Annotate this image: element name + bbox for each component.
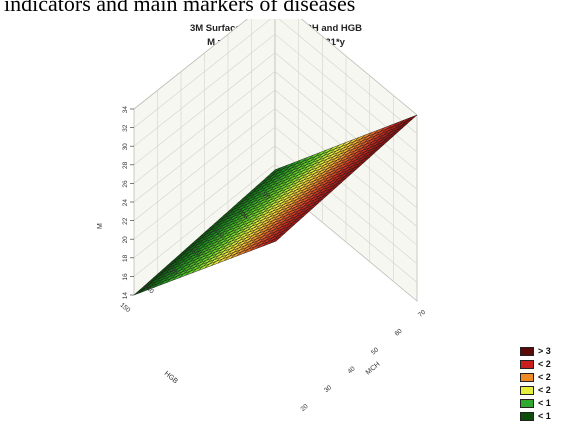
legend-swatch xyxy=(520,399,534,408)
surface-mesh xyxy=(133,114,418,296)
hgb-axis-label: HGB xyxy=(163,370,179,385)
legend-swatch xyxy=(520,386,534,395)
surface-cell xyxy=(269,236,281,244)
z-tick-label: 16 xyxy=(122,273,129,281)
z-tick-label: 22 xyxy=(122,217,129,225)
legend-item: < 2 xyxy=(518,384,563,396)
z-tick-label: 18 xyxy=(122,254,129,262)
z-tick-label: 30 xyxy=(122,143,129,151)
z-tick-label: 34 xyxy=(122,106,129,114)
legend-label: < 2 xyxy=(538,359,551,369)
mch-tick-label: 20 xyxy=(300,403,310,413)
legend-item: < 1 xyxy=(518,397,563,409)
legend-item: < 2 xyxy=(518,371,563,383)
mch-tick-label: 30 xyxy=(323,384,333,394)
mch-tick-label: 60 xyxy=(394,327,404,337)
z-tick-label: 26 xyxy=(122,180,129,188)
legend-swatch xyxy=(520,373,534,382)
legend-swatch xyxy=(520,347,534,356)
legend-label: < 1 xyxy=(538,398,551,408)
legend-swatch xyxy=(520,360,534,369)
mch-tick-label: 50 xyxy=(370,346,380,356)
legend-item: > 3 xyxy=(518,345,563,357)
mch-axis-label: MCH xyxy=(365,361,382,377)
legend-label: < 2 xyxy=(538,372,551,382)
z-tick-label: 24 xyxy=(122,199,129,207)
surface-plot: 1416182022242628303234M15014013012011010… xyxy=(97,19,427,413)
legend-item: < 2 xyxy=(518,358,563,370)
z-tick-label: 14 xyxy=(122,292,129,300)
legend-swatch xyxy=(520,412,534,421)
hgb-tick-label: 90 xyxy=(261,191,271,201)
legend-label: > 3 xyxy=(538,346,551,356)
mch-tick-label: 40 xyxy=(347,365,357,375)
legend-label: < 1 xyxy=(538,411,551,421)
plot-walls xyxy=(133,19,418,302)
legend-label: < 2 xyxy=(538,385,551,395)
legend-item: < 1 xyxy=(518,410,563,422)
mch-tick-label: 70 xyxy=(417,309,427,319)
chart-legend: > 3 < 2 < 2 < 2 < 1 < 1 xyxy=(518,345,563,429)
chart-panel: 3M Surface plots for M, MCH and HGB M = … xyxy=(4,19,548,417)
z-axis-label: M xyxy=(97,223,104,229)
z-tick-label: 28 xyxy=(122,161,129,169)
hgb-tick-label: 150 xyxy=(119,302,132,315)
page-caption: indicators and main markers of diseases xyxy=(4,0,356,16)
z-tick-label: 32 xyxy=(122,124,129,132)
z-tick-label: 20 xyxy=(122,236,129,244)
